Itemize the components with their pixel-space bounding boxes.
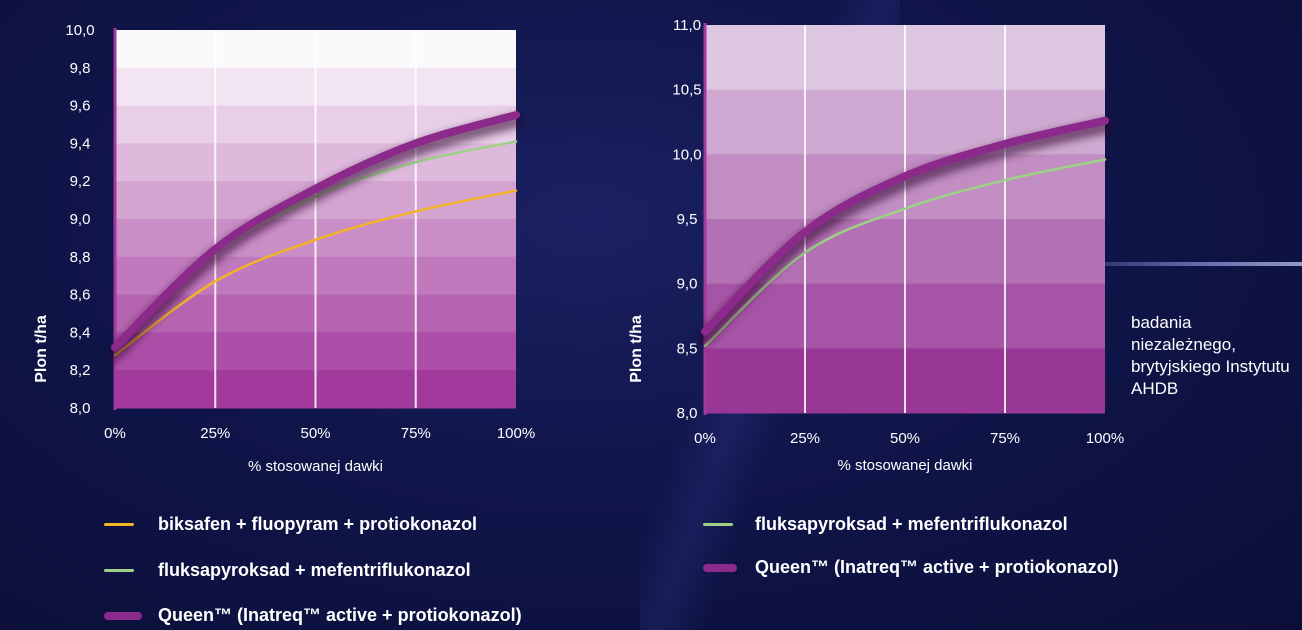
background-light-streak bbox=[1040, 262, 1302, 266]
legend-swatch-queen bbox=[703, 563, 737, 572]
series-shadow bbox=[698, 119, 1112, 345]
y-tick-label: 8,8 bbox=[70, 249, 91, 266]
chart-left: 8,0 8,2 8,4 8,6 8,8 9,0 9,2 9,4 9,6 9,8 10,0 0% 25% 5… bbox=[33, 22, 535, 475]
x-tick-label: 75% bbox=[401, 425, 431, 442]
x-tick-label: 25% bbox=[790, 430, 820, 447]
legend-label: Queen™ (Inatreq™ active + protiokonazol) bbox=[755, 557, 1119, 577]
y-tick-label: 8,0 bbox=[677, 405, 698, 422]
legend-label: Queen™ (Inatreq™ active + protiokonazol) bbox=[158, 605, 522, 625]
y-tick-label: 8,6 bbox=[70, 287, 91, 304]
y-tick-label: 8,2 bbox=[70, 362, 91, 379]
x-tick-label: 100% bbox=[497, 425, 535, 442]
series-shadow bbox=[108, 114, 523, 361]
source-note: badania niezależnego, brytyjskiego Insty… bbox=[1131, 313, 1290, 398]
x-axis-label: % stosowanej dawki bbox=[248, 458, 383, 475]
y-tick-label: 8,0 bbox=[70, 400, 91, 417]
y-axis-label: Plon t/ha bbox=[33, 315, 50, 383]
x-tick-label: 25% bbox=[200, 425, 230, 442]
y-tick-label: 9,0 bbox=[677, 276, 698, 293]
y-tick-label: 10,0 bbox=[672, 146, 701, 163]
legend-item: fluksapyroksad + mefentriflukonazol bbox=[703, 514, 1068, 535]
x-tick-label: 75% bbox=[990, 430, 1020, 447]
y-tick-label: 8,4 bbox=[70, 324, 91, 341]
y-tick-label: 8,5 bbox=[677, 340, 698, 357]
series-line-fluksapyroksad bbox=[703, 158, 1107, 347]
x-tick-label: 50% bbox=[890, 430, 920, 447]
legend-swatch-biksafen bbox=[104, 523, 134, 526]
x-tick-label: 0% bbox=[104, 425, 126, 442]
series-line-biksafen bbox=[113, 189, 518, 357]
legend-label: fluksapyroksad + mefentriflukonazol bbox=[755, 514, 1068, 534]
y-tick-label: 9,6 bbox=[70, 98, 91, 115]
series-line-queen bbox=[701, 116, 1109, 336]
y-tick-label: 9,0 bbox=[70, 211, 91, 228]
y-axis-label: Plon t/ha bbox=[628, 315, 645, 383]
x-axis-label: % stosowanej dawki bbox=[837, 457, 972, 474]
x-tick-label: 50% bbox=[300, 425, 330, 442]
y-tick-label: 10,5 bbox=[672, 82, 701, 99]
y-tick-label: 9,4 bbox=[70, 135, 91, 152]
y-tick-label: 9,5 bbox=[677, 211, 698, 228]
legend-item: fluksapyroksad + mefentriflukonazol bbox=[104, 560, 471, 581]
legend-swatch-queen bbox=[104, 611, 142, 620]
legend-label: biksafen + fluopyram + protiokonazol bbox=[158, 514, 478, 534]
legend-swatch-fluksapyroksad bbox=[104, 569, 134, 572]
legend-swatch-fluksapyroksad bbox=[703, 523, 733, 526]
x-tick-label: 0% bbox=[694, 430, 716, 447]
legend-item: Queen™ (Inatreq™ active + protiokonazol) bbox=[703, 557, 1119, 578]
y-tick-label: 11,0 bbox=[673, 17, 701, 34]
legend-label: fluksapyroksad + mefentriflukonazol bbox=[158, 560, 471, 580]
x-tick-label: 100% bbox=[1086, 430, 1124, 447]
legend-item: Queen™ (Inatreq™ active + protiokonazol) bbox=[104, 605, 522, 626]
y-tick-label: 10,0 bbox=[65, 22, 94, 39]
legend-item: biksafen + fluopyram + protiokonazol bbox=[104, 514, 477, 535]
chart-right: 8,0 8,5 9,0 9,5 10,0 10,5 11,0 0% 25% 50% 75% 100%%… bbox=[628, 17, 1124, 474]
y-tick-label: 9,2 bbox=[70, 173, 91, 190]
y-tick-label: 9,8 bbox=[70, 60, 91, 77]
series-line-queen bbox=[111, 111, 520, 352]
